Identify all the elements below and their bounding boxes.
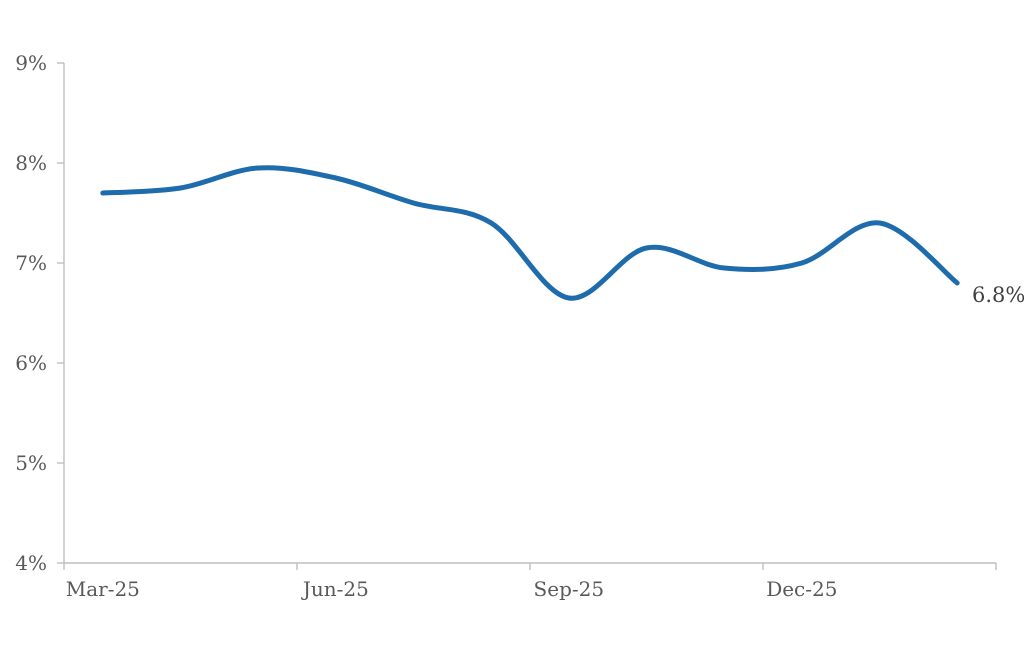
x-axis-tick-label: Sep-25 bbox=[533, 577, 605, 601]
y-axis-tick-label: 6% bbox=[15, 351, 47, 375]
y-axis-tick-label: 8% bbox=[15, 151, 47, 175]
x-axis-tick-label: Mar-25 bbox=[65, 577, 140, 601]
y-axis-tick-label: 4% bbox=[15, 551, 47, 575]
x-axis-tick-label: Dec-25 bbox=[766, 577, 838, 601]
series-line bbox=[100, 165, 960, 301]
y-axis-tick-label: 7% bbox=[15, 251, 47, 275]
y-axis-tick-label: 5% bbox=[15, 451, 47, 475]
x-axis-tick-label: Jun-25 bbox=[302, 577, 369, 601]
last-point-data-label: 6.8% bbox=[972, 283, 1024, 307]
y-axis-tick-label: 9% bbox=[15, 51, 47, 75]
